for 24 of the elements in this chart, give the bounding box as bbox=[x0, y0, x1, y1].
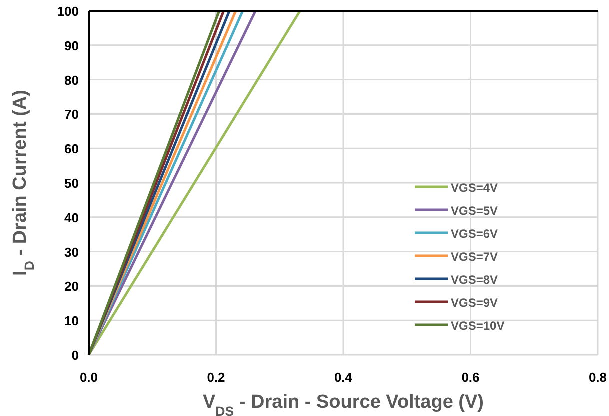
x-tick-label: 0.0 bbox=[80, 370, 98, 385]
legend-label: VGS=7V bbox=[451, 250, 498, 264]
legend-label: VGS=8V bbox=[451, 273, 498, 287]
y-tick-label: 50 bbox=[64, 176, 79, 191]
legend-label: VGS=10V bbox=[451, 319, 505, 333]
y-tick-label: 60 bbox=[64, 142, 79, 157]
legend-label: VGS=6V bbox=[451, 227, 498, 241]
x-axis-title: V$_{DS}$ - Drain - Source Voltage (V) bbox=[202, 392, 484, 416]
y-tick-label: 30 bbox=[64, 244, 79, 260]
y-tick-label: 0 bbox=[72, 348, 79, 363]
y-tick-label: 90 bbox=[64, 38, 79, 54]
x-tick-label: 0.2 bbox=[207, 370, 226, 385]
y-tick-label: 80 bbox=[64, 72, 79, 88]
y-tick-label: 10 bbox=[64, 314, 79, 329]
legend-label: VGS=4V bbox=[451, 181, 498, 195]
y-tick-label: 40 bbox=[64, 210, 79, 226]
legend-label: VGS=9V bbox=[451, 296, 498, 310]
y-tick-label: 70 bbox=[64, 107, 79, 122]
x-tick-label: 0.4 bbox=[334, 370, 354, 385]
x-tick-label: 0.6 bbox=[462, 370, 480, 385]
y-tick-label: 100 bbox=[57, 4, 79, 19]
y-tick-label: 20 bbox=[64, 279, 79, 294]
x-tick-label: 0.8 bbox=[588, 370, 608, 385]
legend-label: VGS=5V bbox=[451, 204, 498, 218]
